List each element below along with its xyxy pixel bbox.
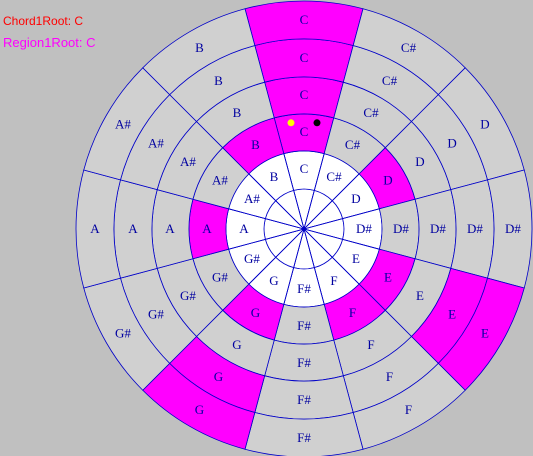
- note-label: A#: [180, 154, 196, 169]
- spoke: [303, 208, 380, 230]
- note-label: F: [405, 402, 412, 417]
- note-label: D#: [356, 221, 372, 236]
- note-label: D#: [467, 221, 483, 236]
- note-label: A#: [115, 117, 131, 132]
- note-label: C: [300, 87, 309, 102]
- note-label: F: [349, 305, 356, 320]
- note-label: D: [480, 117, 489, 132]
- spoke: [283, 153, 305, 230]
- note-label: A#: [244, 191, 260, 206]
- note-label: C: [300, 50, 309, 65]
- note-label: C: [300, 161, 309, 176]
- note-label: E: [448, 307, 456, 322]
- spoke: [248, 228, 305, 285]
- yellow-marker: [287, 119, 295, 127]
- note-label: A: [128, 221, 138, 236]
- note-label: B: [195, 40, 204, 55]
- spoke: [303, 228, 325, 305]
- note-label: C: [300, 124, 309, 139]
- note-label: A#: [212, 173, 228, 188]
- spoke: [303, 153, 325, 230]
- note-label: F: [367, 337, 374, 352]
- note-label: D#: [505, 221, 521, 236]
- note-label: B: [251, 137, 260, 152]
- note-label: B: [233, 105, 242, 120]
- note-label: C#: [326, 169, 342, 184]
- note-label: G: [251, 305, 260, 320]
- note-label: E: [352, 251, 360, 266]
- note-label: B: [214, 73, 223, 88]
- note-label: E: [481, 326, 489, 341]
- note-label: G#: [244, 251, 260, 266]
- spoke: [228, 208, 305, 230]
- region-root-label: Region1Root: C: [3, 35, 96, 50]
- note-label: A: [239, 221, 249, 236]
- note-label: D: [351, 191, 360, 206]
- note-label: G#: [148, 307, 164, 322]
- note-label: F#: [297, 355, 311, 370]
- note-label: A: [90, 221, 100, 236]
- spoke: [303, 173, 360, 230]
- spoke: [283, 228, 305, 305]
- note-label: D: [383, 173, 392, 188]
- note-label: C#: [401, 40, 417, 55]
- black-marker: [313, 119, 321, 127]
- note-label: E: [416, 288, 424, 303]
- wheel-segments: [75, 0, 533, 456]
- segment-B-band5[interactable]: [142, 8, 256, 96]
- note-label: D: [415, 154, 424, 169]
- note-label: F#: [297, 430, 311, 445]
- note-label: G: [214, 369, 223, 384]
- note-label: F: [330, 273, 337, 288]
- note-label: A#: [148, 136, 164, 151]
- note-label: F#: [297, 318, 311, 333]
- wheel-labels: CC#DD#EFF#GG#AA#BCC#DD#EFF#GG#AA#BCC#DD#…: [90, 12, 521, 445]
- note-label: F#: [297, 281, 311, 296]
- note-label: C#: [363, 105, 379, 120]
- chord-root-label: Chord1Root: C: [3, 14, 84, 28]
- note-label: G: [195, 402, 204, 417]
- note-label: D#: [430, 221, 446, 236]
- note-label: B: [270, 169, 279, 184]
- wheel-markers: [287, 119, 321, 127]
- note-label: C#: [382, 73, 398, 88]
- note-label: G#: [115, 326, 131, 341]
- note-label: G: [232, 337, 241, 352]
- spoke: [228, 228, 305, 250]
- spoke: [303, 228, 360, 285]
- note-label: G#: [212, 270, 228, 285]
- note-label: F: [386, 369, 393, 384]
- note-label: C: [300, 12, 309, 27]
- note-label: D#: [393, 221, 409, 236]
- spoke: [303, 228, 380, 250]
- note-label: G#: [180, 288, 196, 303]
- note-label: G: [269, 273, 278, 288]
- note-label: C#: [345, 137, 361, 152]
- spoke: [248, 173, 305, 230]
- note-label: F#: [297, 392, 311, 407]
- note-label: D: [447, 136, 456, 151]
- note-label: A: [165, 221, 175, 236]
- wheel-spokes: [228, 153, 380, 305]
- note-label: E: [384, 270, 392, 285]
- note-label: A: [202, 221, 212, 236]
